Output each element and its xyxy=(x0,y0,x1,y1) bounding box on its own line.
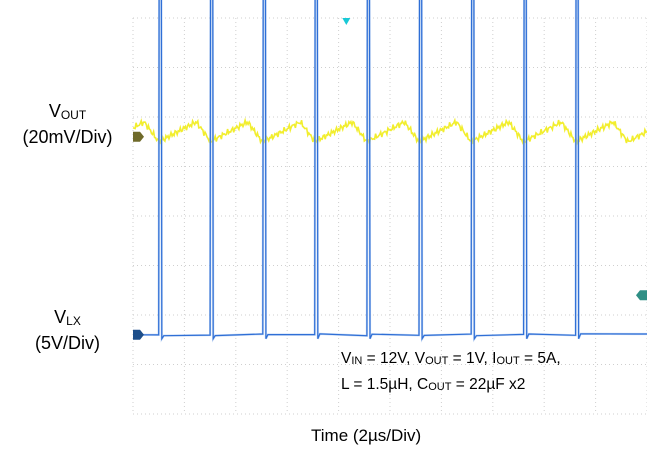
vlx-channel-label: VLX (5V/Div) xyxy=(5,306,130,354)
vout-ground-marker xyxy=(133,131,144,142)
conditions-line-2: L = 1.5µH, COUT = 22µF x2 xyxy=(341,373,561,399)
trigger-position-marker xyxy=(342,18,351,25)
vout-channel-label: VOUT (20mV/Div) xyxy=(5,100,130,148)
x-axis-label: Time (2µs/Div) xyxy=(311,426,422,445)
vlx-scale: (5V/Div) xyxy=(34,333,100,353)
vlx-ground-marker xyxy=(133,329,144,340)
conditions-line-1: VIN = 12V, VOUT = 1V, IOUT = 5A, xyxy=(341,347,561,373)
vout-trace xyxy=(132,117,647,146)
conditions-run: OUT xyxy=(425,355,449,367)
vout-scale: (20mV/Div) xyxy=(22,127,113,147)
vout-label-main: V xyxy=(48,101,61,121)
conditions-run: L = 1.5µH, C xyxy=(341,376,429,393)
vlx-trace xyxy=(132,0,647,341)
conditions-run: = 1V, I xyxy=(448,350,497,367)
conditions-run: OUT xyxy=(496,355,520,367)
vlx-label-main: V xyxy=(54,307,67,327)
trigger-level-marker xyxy=(636,290,647,301)
conditions-run: V xyxy=(341,350,352,367)
conditions-run: = 5A, xyxy=(519,350,561,367)
vout-label-sub: OUT xyxy=(60,108,87,122)
conditions-run: = 12V, V xyxy=(362,350,426,367)
test-conditions: VIN = 12V, VOUT = 1V, IOUT = 5A, L = 1.5… xyxy=(341,347,561,399)
conditions-run: IN xyxy=(351,355,363,367)
vlx-label-sub: LX xyxy=(66,314,81,328)
conditions-run: OUT xyxy=(428,381,452,393)
conditions-run: = 22µF x2 xyxy=(451,376,526,393)
